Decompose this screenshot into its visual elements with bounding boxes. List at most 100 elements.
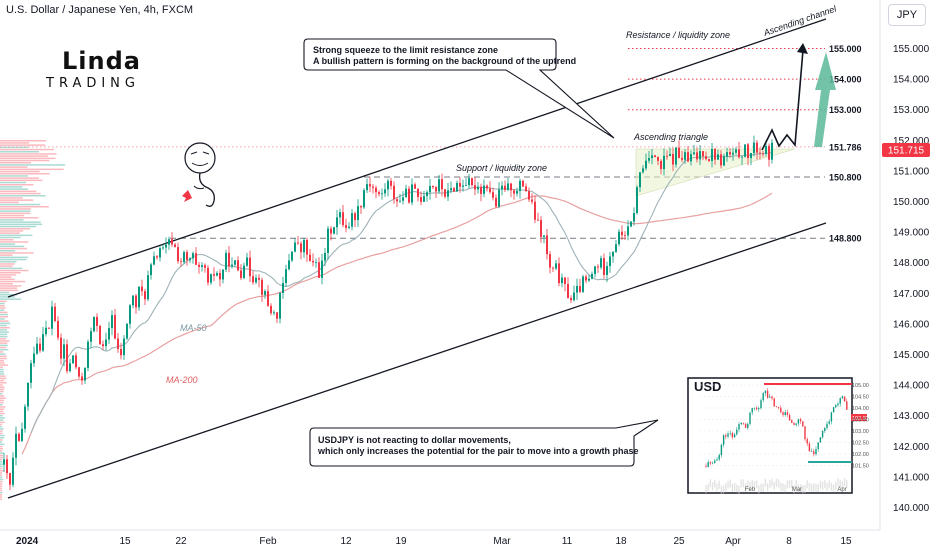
- volume-profile-bar: [0, 265, 13, 267]
- candle-body: [345, 225, 347, 228]
- volume-profile-bar: [0, 272, 21, 274]
- price-axis[interactable]: 140.000 141.000 142.000 143.000 144.000 145.0…: [893, 44, 930, 514]
- support-zone-label: Support / liquidity zone: [456, 163, 547, 173]
- candle-body: [618, 231, 620, 245]
- volume-profile-bar: [0, 476, 3, 479]
- y-tick-label: 151.000: [893, 166, 930, 177]
- candle-body: [585, 276, 587, 281]
- candle-body: [276, 312, 278, 319]
- candle-body: [282, 283, 284, 294]
- candle-body: [108, 328, 110, 340]
- inset-candle-body: [817, 442, 819, 450]
- candle-body: [381, 193, 383, 195]
- candle-body: [306, 239, 308, 255]
- candle-body: [120, 348, 122, 356]
- candle-body: [432, 186, 434, 188]
- inset-time-axis: Feb Mar Apr: [745, 487, 847, 493]
- volume-profile-bar: [0, 157, 56, 160]
- inset-volume-bar: [709, 479, 712, 488]
- volume-profile-bar: [0, 362, 5, 364]
- volume-profile-bar: [0, 245, 25, 248]
- volume-profile-bar: [0, 439, 3, 441]
- inset-volume-bar: [817, 484, 819, 493]
- price-levels: 148.800 150.800 151.786 153.000 154.000 155.0…: [0, 44, 862, 244]
- candle-body: [24, 406, 26, 429]
- volume-profile-bar: [0, 461, 3, 463]
- candle-body: [81, 376, 83, 381]
- candle-body: [129, 305, 131, 324]
- top-callout-bubble: [303, 38, 615, 139]
- candle-body: [528, 191, 530, 200]
- volume-profile-bar: [0, 430, 3, 432]
- volume-profile-bar: [0, 417, 6, 419]
- volume-profile-bar: [0, 217, 39, 219]
- candle-body: [561, 277, 563, 284]
- candle-body: [408, 188, 410, 203]
- candle-body: [231, 264, 233, 267]
- volume-profile-bar: [0, 342, 8, 344]
- candle-body: [675, 147, 677, 165]
- candle-body: [567, 283, 569, 298]
- candle-body: [717, 154, 719, 160]
- inset-y-tick: 103.50: [852, 418, 869, 424]
- inset-volume-bar: [716, 483, 718, 492]
- candle-body: [225, 252, 227, 270]
- volume-profile-bar: [0, 298, 22, 300]
- candle-body: [357, 206, 359, 220]
- candle-body: [138, 286, 140, 308]
- candle-body: [141, 286, 143, 292]
- bottom-callout-bubble: [309, 419, 659, 467]
- inset-candle-body: [828, 421, 830, 424]
- candle-body: [738, 149, 740, 158]
- channel-upper-line[interactable]: [7, 18, 827, 298]
- usd-inset-chart[interactable]: USD 103.83 105.00 104.50 104.00 103.50 103.0…: [687, 377, 869, 494]
- candle-body: [576, 286, 578, 293]
- candle-body: [27, 382, 29, 407]
- volume-profile-bar: [0, 481, 3, 483]
- candle-body: [321, 260, 323, 278]
- inset-candle-body: [705, 466, 707, 467]
- inset-volume-bar: [793, 485, 795, 494]
- currency-button[interactable]: JPY: [888, 4, 926, 26]
- inset-volume-bar: [815, 483, 817, 492]
- volume-profile-bar: [0, 313, 9, 316]
- inset-candle-body: [766, 390, 769, 398]
- candle-body: [756, 142, 758, 153]
- triangle-label: Ascending triangle: [633, 132, 708, 142]
- projection-arrowhead: [797, 43, 808, 54]
- volume-profile-bar: [0, 294, 18, 296]
- candle-body: [594, 266, 596, 274]
- channel-lower-line[interactable]: [7, 222, 827, 499]
- bottom-callout-line-1: USDJPY is not reacting to dollar movemen…: [318, 435, 511, 445]
- inset-candle-body: [720, 444, 723, 456]
- candle-body: [159, 248, 161, 258]
- candle-body: [546, 235, 548, 255]
- time-axis[interactable]: 2024 15 22 Feb 12 19 Mar 11 18 25 Apr 8 15: [16, 536, 852, 547]
- inset-candle-body: [813, 451, 815, 455]
- candle-body: [195, 253, 197, 265]
- y-tick-label: 147.000: [893, 289, 930, 300]
- inset-volume-bar: [755, 480, 758, 489]
- candle-body: [273, 312, 275, 314]
- volume-profile-bar: [0, 483, 3, 485]
- inset-x-tick: Apr: [837, 487, 846, 493]
- inset-candle-body: [846, 401, 848, 410]
- candle-body: [600, 258, 602, 268]
- inset-volume-bar: [751, 479, 753, 488]
- candle-body: [660, 160, 662, 170]
- volume-profile-bar: [0, 434, 5, 437]
- candle-body: [315, 262, 317, 264]
- candle-body: [513, 190, 515, 194]
- candle-body: [492, 192, 494, 198]
- x-tick-label: 11: [562, 536, 573, 547]
- volume-profile-bar: [0, 173, 50, 175]
- volume-profile-bar: [0, 144, 46, 146]
- inset-volume-bar: [835, 482, 837, 491]
- candle-body: [189, 258, 191, 261]
- inset-volume-bar: [813, 483, 815, 492]
- candle-body: [12, 457, 14, 485]
- volume-profile-bar: [0, 206, 49, 208]
- volume-profile-bar: [0, 151, 39, 153]
- volume-profile-bar: [0, 357, 7, 360]
